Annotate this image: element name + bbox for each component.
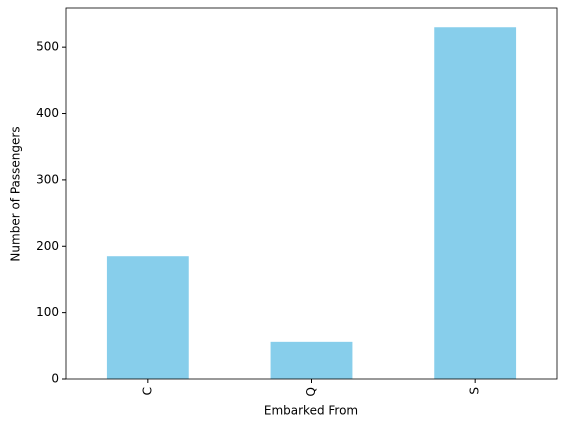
y-tick-label: 100 (36, 305, 59, 319)
plot-frame (65, 7, 558, 380)
y-tick-label: 200 (36, 239, 59, 253)
y-tick-label: 500 (36, 40, 59, 54)
bar (270, 341, 353, 379)
y-tick-label: 300 (36, 172, 59, 186)
y-axis-label: Number of Passengers (9, 126, 23, 261)
bar (434, 27, 517, 380)
bar (106, 256, 189, 379)
y-tick-label: 0 (51, 372, 59, 386)
y-tick-label: 400 (36, 106, 59, 120)
x-tick-label: Q (304, 387, 318, 396)
x-axis-label: Embarked From (264, 404, 358, 418)
x-tick-label: C (140, 387, 154, 395)
x-tick-label: S (468, 387, 482, 395)
